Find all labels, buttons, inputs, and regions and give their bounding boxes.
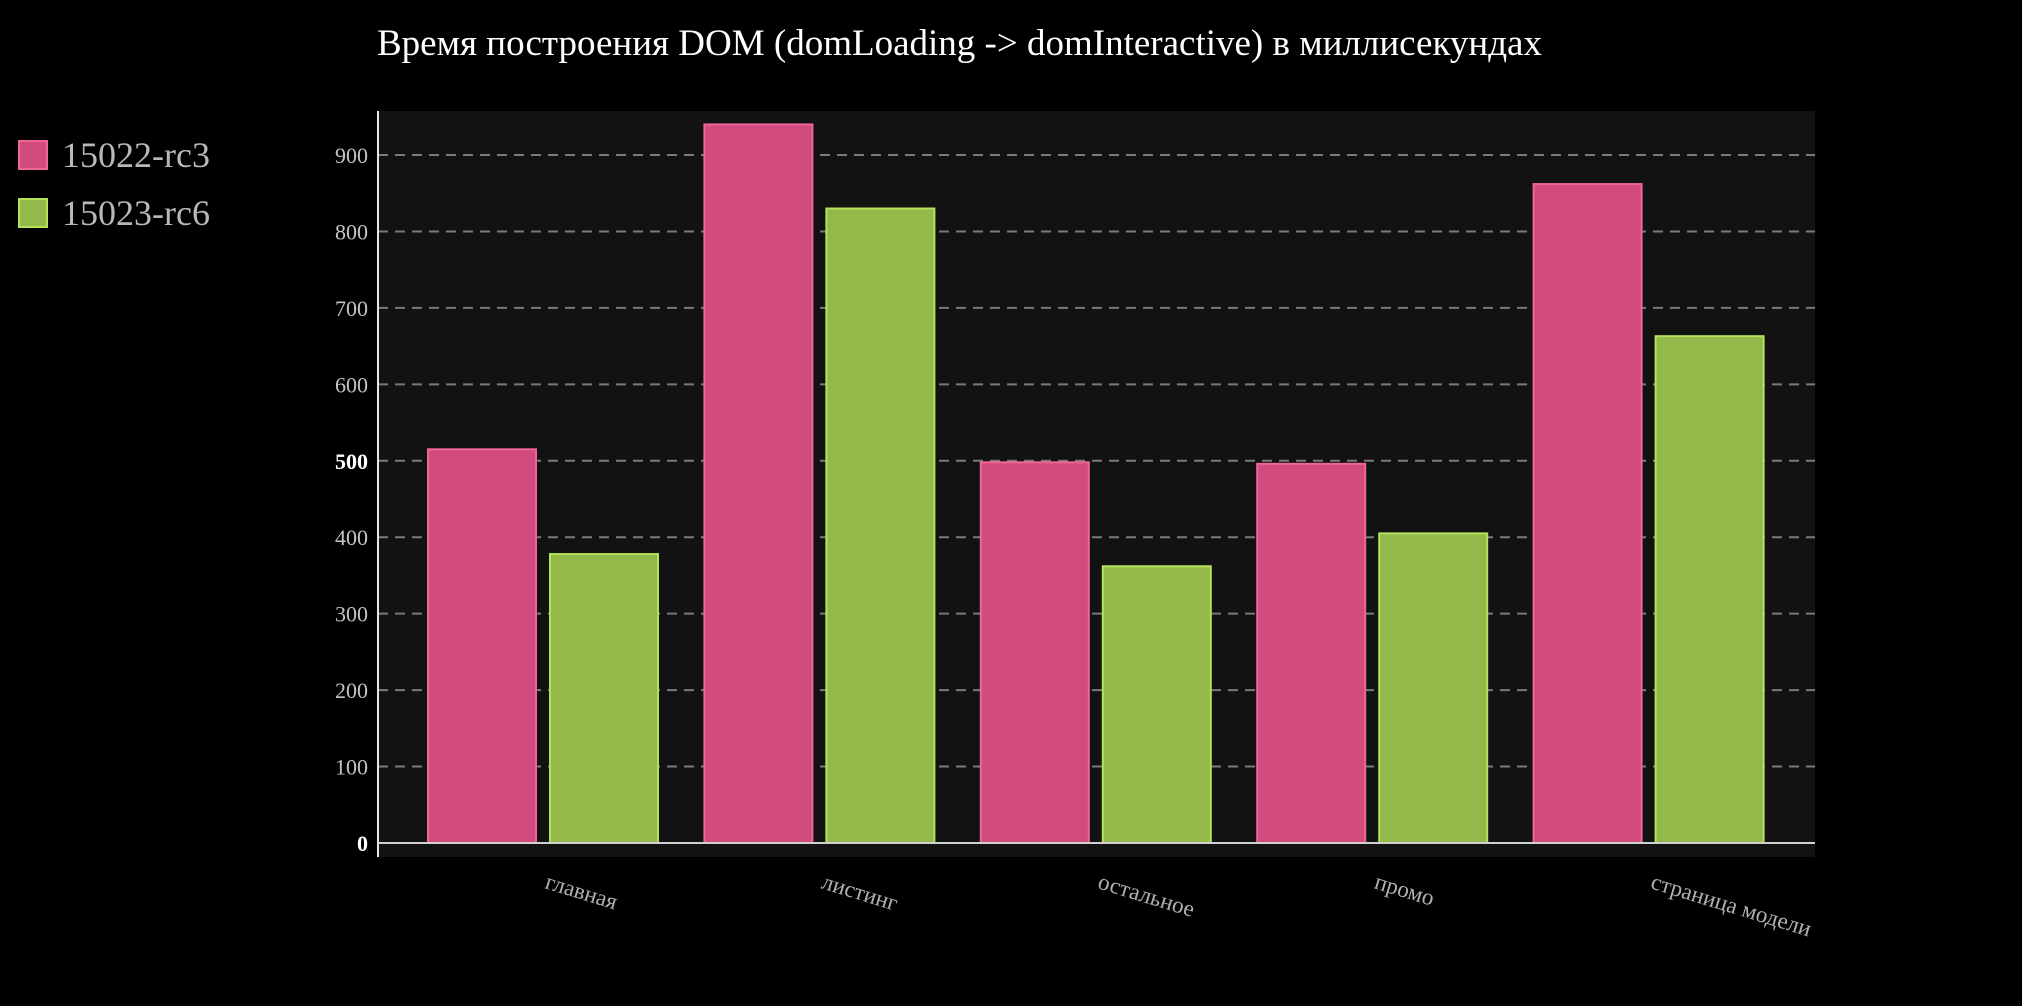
legend-swatch-series-1 — [18, 140, 48, 170]
legend-item-series-1[interactable]: 15022-rc3 — [18, 134, 210, 176]
y-tick-label-400: 400 — [335, 525, 368, 550]
legend: 15022-rc3 15023-rc6 — [18, 134, 210, 250]
y-tick-label-100: 100 — [335, 755, 368, 780]
y-tick-label-600: 600 — [335, 372, 368, 397]
bar-1-5[interactable] — [1532, 183, 1643, 844]
bar-1-1[interactable] — [427, 448, 537, 844]
chart-title: Время построения DOM (domLoading -> domI… — [377, 23, 1542, 64]
x-tick-label-5: страница модели — [1648, 869, 1814, 942]
y-tick-label-300: 300 — [335, 602, 368, 627]
y-tick-label-500: 500 — [335, 449, 368, 474]
bar-1-3[interactable] — [979, 461, 1090, 844]
y-tick-label-0: 0 — [357, 831, 368, 856]
legend-swatch-series-2 — [18, 198, 48, 228]
y-tick-label-200: 200 — [335, 678, 368, 703]
y-tick-label-900: 900 — [335, 143, 368, 168]
y-tick-labels: 0 100 200 300 400 500 600 700 800 900 — [335, 143, 368, 856]
x-tick-label-3: остальное — [1095, 869, 1197, 922]
x-tick-label-1: главная — [543, 869, 621, 915]
bar-2-3[interactable] — [1101, 565, 1212, 844]
x-tick-labels: главная листинг остальное промо страница мод… — [543, 869, 1815, 942]
legend-label-series-1: 15022-rc3 — [62, 135, 210, 175]
bar-1-2[interactable] — [703, 123, 814, 844]
y-tick-label-800: 800 — [335, 219, 368, 244]
bar-2-5[interactable] — [1654, 335, 1765, 844]
legend-label-series-2: 15023-rc6 — [62, 193, 210, 233]
x-tick-label-4: промо — [1372, 869, 1438, 911]
legend-item-series-2[interactable]: 15023-rc6 — [18, 192, 210, 234]
y-tick-label-700: 700 — [335, 296, 368, 321]
bars — [427, 123, 1765, 845]
bar-2-4[interactable] — [1378, 532, 1489, 845]
bar-2-1[interactable] — [549, 553, 659, 844]
x-tick-label-2: листинг — [819, 869, 901, 916]
bar-1-4[interactable] — [1256, 462, 1367, 844]
axes — [377, 111, 1815, 857]
bar-2-2[interactable] — [825, 207, 936, 844]
